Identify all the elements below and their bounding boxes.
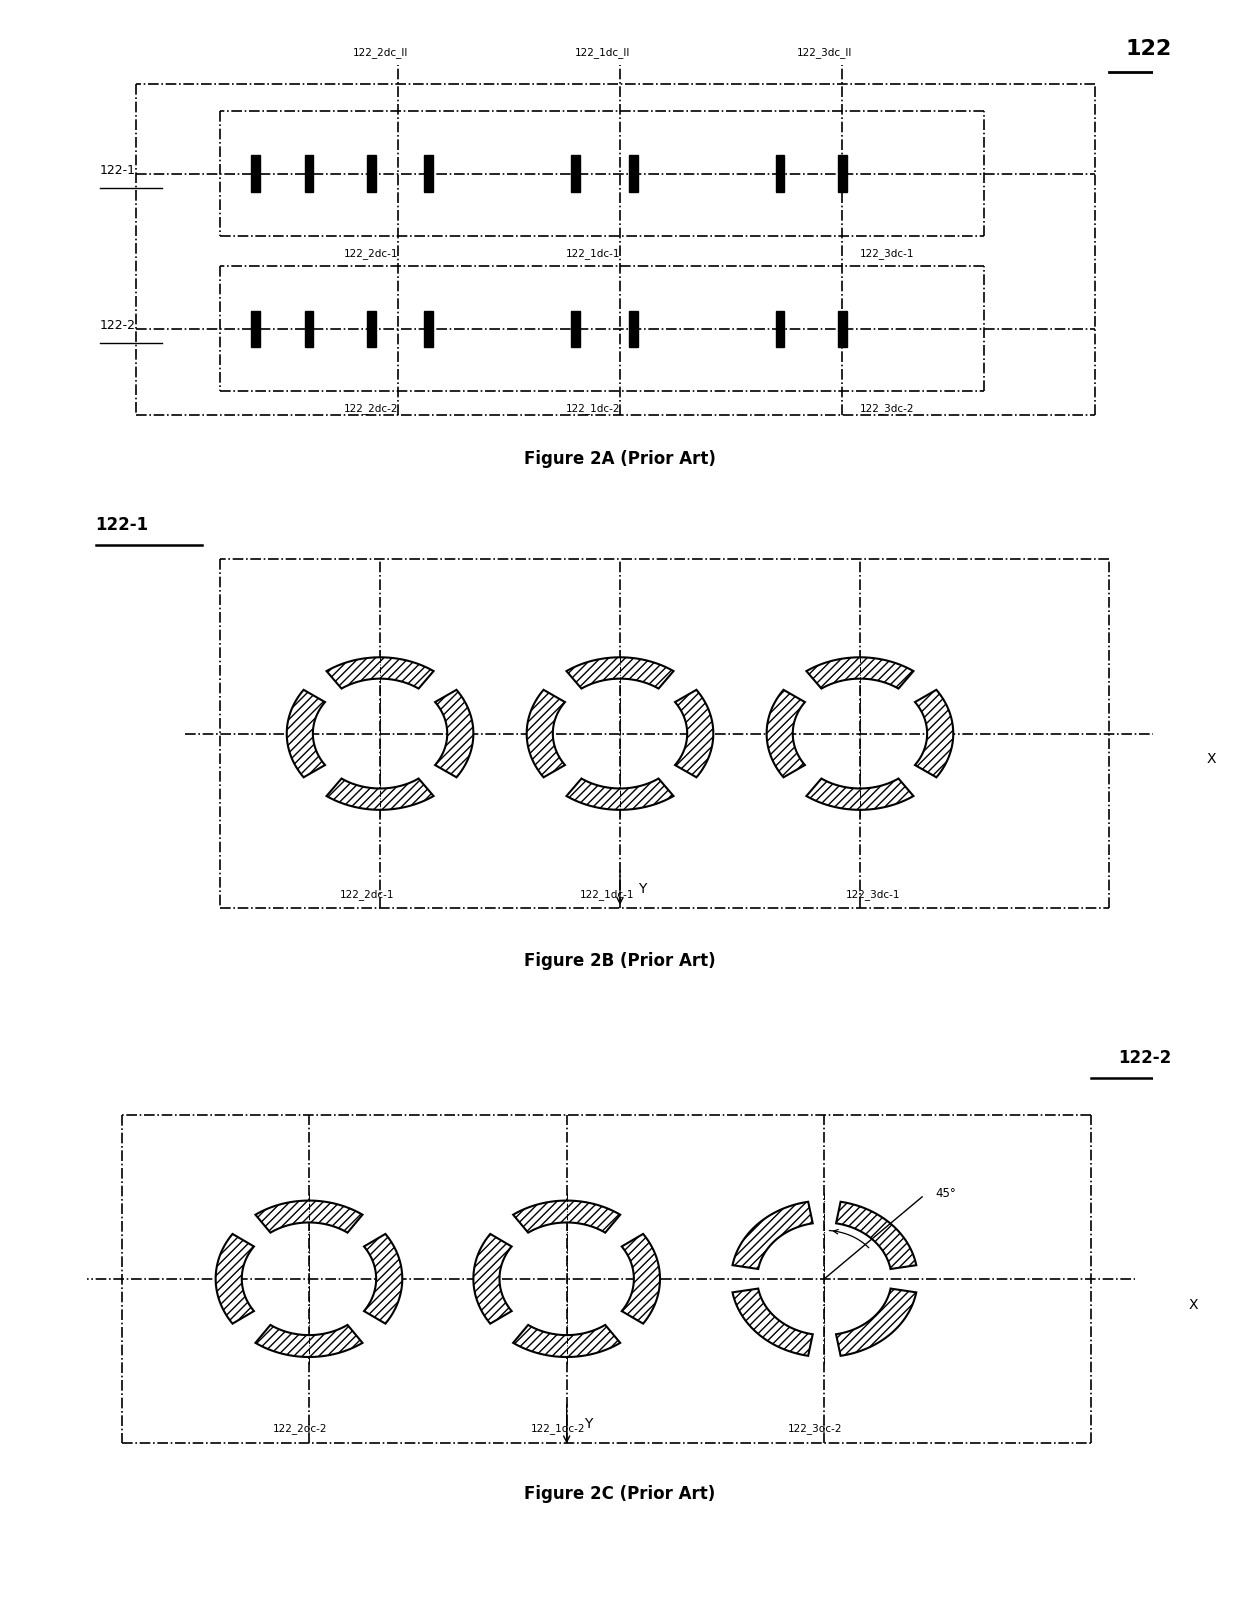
Text: 122_3dc-2: 122_3dc-2 [789, 1424, 843, 1435]
Text: 122_2dc-2: 122_2dc-2 [273, 1424, 327, 1435]
Bar [838, 310, 847, 347]
Bar [252, 310, 260, 347]
Text: 122_1dc-1: 122_1dc-1 [567, 249, 620, 258]
Polygon shape [527, 689, 565, 778]
Polygon shape [513, 1325, 620, 1357]
Bar [572, 155, 580, 192]
Text: 122-1: 122-1 [95, 516, 149, 534]
Bar [838, 155, 847, 192]
Polygon shape [836, 1202, 916, 1269]
Bar [305, 155, 314, 192]
Text: 122_1dc-2: 122_1dc-2 [567, 404, 620, 415]
Polygon shape [806, 778, 914, 810]
Polygon shape [766, 689, 805, 778]
Text: 122_2dc-1: 122_2dc-1 [343, 249, 398, 258]
Bar [629, 155, 637, 192]
Text: 122_3dc_ll: 122_3dc_ll [797, 47, 852, 58]
Text: X: X [1207, 752, 1216, 765]
Text: X: X [1189, 1298, 1198, 1312]
Bar [424, 155, 434, 192]
Polygon shape [286, 689, 325, 778]
Text: 122-2: 122-2 [1117, 1049, 1171, 1067]
Polygon shape [255, 1201, 362, 1233]
Polygon shape [806, 657, 914, 689]
Polygon shape [435, 689, 474, 778]
Text: 122_3dc-2: 122_3dc-2 [859, 404, 914, 415]
Polygon shape [365, 1235, 402, 1323]
Polygon shape [326, 657, 434, 689]
Polygon shape [733, 1202, 812, 1269]
Text: 122: 122 [1126, 39, 1172, 58]
Bar [775, 155, 785, 192]
Polygon shape [255, 1325, 362, 1357]
Text: 122_2dc-1: 122_2dc-1 [340, 889, 394, 901]
Polygon shape [836, 1288, 916, 1356]
Bar [775, 310, 785, 347]
Polygon shape [216, 1235, 254, 1323]
Text: 122_1dc_ll: 122_1dc_ll [574, 47, 630, 58]
Polygon shape [733, 1288, 812, 1356]
Text: Figure 2B (Prior Art): Figure 2B (Prior Art) [525, 952, 715, 970]
Polygon shape [567, 778, 673, 810]
Text: 122_3dc-1: 122_3dc-1 [846, 889, 900, 901]
Polygon shape [675, 689, 713, 778]
Polygon shape [326, 778, 434, 810]
Bar [424, 310, 434, 347]
Text: 122_3dc-1: 122_3dc-1 [859, 249, 914, 258]
Text: Figure 2C (Prior Art): Figure 2C (Prior Art) [525, 1485, 715, 1503]
Text: 122-1: 122-1 [100, 163, 136, 176]
Polygon shape [915, 689, 954, 778]
Bar [367, 310, 376, 347]
Bar [629, 310, 637, 347]
Text: Y: Y [584, 1417, 593, 1430]
Text: Figure 2A (Prior Art): Figure 2A (Prior Art) [525, 450, 715, 468]
Text: 122_2dc_ll: 122_2dc_ll [352, 47, 408, 58]
Bar [367, 155, 376, 192]
Bar [252, 155, 260, 192]
Text: 122_1dc-2: 122_1dc-2 [531, 1424, 585, 1435]
Bar [305, 310, 314, 347]
Text: 122-2: 122-2 [100, 320, 136, 332]
Text: Y: Y [637, 883, 646, 896]
Polygon shape [567, 657, 673, 689]
Polygon shape [474, 1235, 512, 1323]
Bar [572, 310, 580, 347]
Polygon shape [621, 1235, 660, 1323]
Text: 122_2dc-2: 122_2dc-2 [343, 404, 398, 415]
Text: 122_1dc-1: 122_1dc-1 [579, 889, 634, 901]
Polygon shape [513, 1201, 620, 1233]
Text: 45°: 45° [935, 1186, 956, 1199]
